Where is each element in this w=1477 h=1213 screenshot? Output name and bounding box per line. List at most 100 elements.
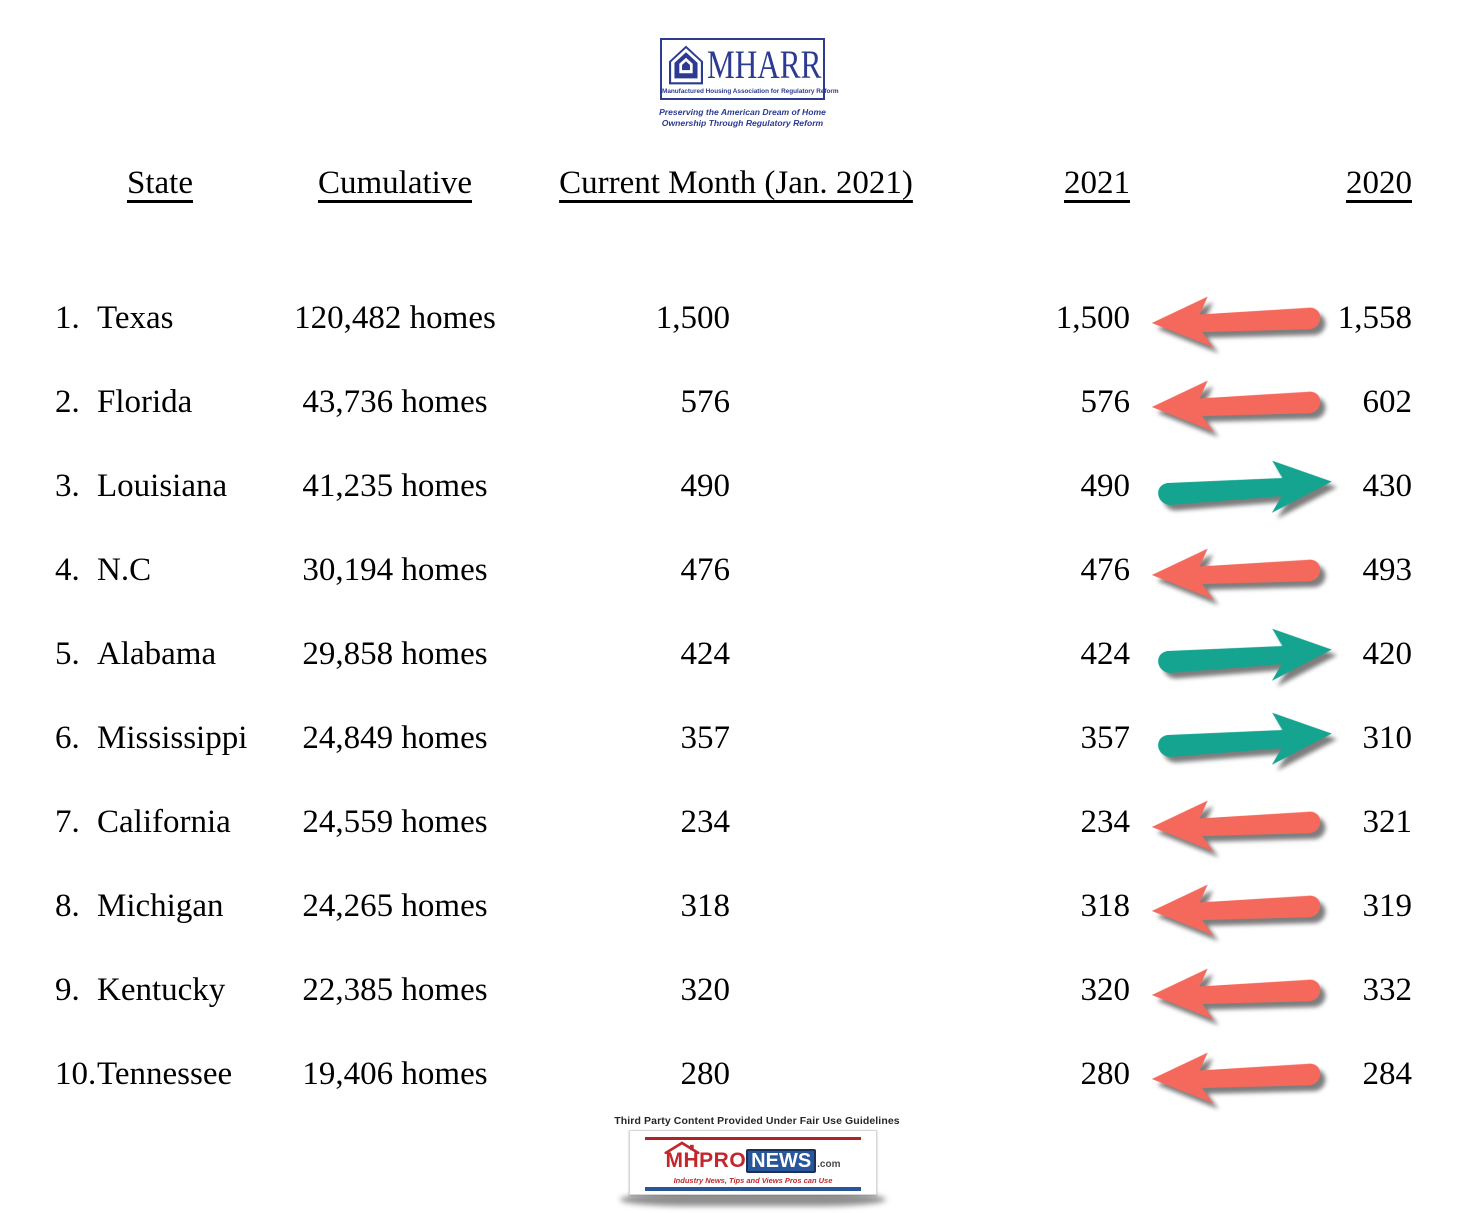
rank-label: 4. bbox=[55, 552, 80, 588]
value-2021-cell: 234 bbox=[1080, 804, 1131, 840]
table-row: 2. Florida 43,736 homes 576 576 602 bbox=[0, 380, 1477, 432]
trend-arrow-cell bbox=[1140, 962, 1345, 1024]
mharr-house-icon bbox=[669, 45, 703, 85]
value-2021-cell: 476 bbox=[1080, 552, 1131, 588]
table-row: 6. Mississippi 24,849 homes 357 357 310 bbox=[0, 712, 1477, 768]
increase-arrow-icon bbox=[1158, 460, 1332, 513]
mharr-acronym: MHARR bbox=[707, 42, 822, 87]
cumulative-cell: 19,406 homes bbox=[302, 1056, 488, 1092]
news-text: NEWS bbox=[746, 1149, 817, 1173]
value-2021-cell: 280 bbox=[1080, 1056, 1131, 1092]
cumulative-cell: 22,385 homes bbox=[302, 972, 488, 1008]
current-month-cell: 1,500 bbox=[655, 300, 730, 336]
table-row: 8. Michigan 24,265 homes 318 318 319 bbox=[0, 884, 1477, 936]
mhpronews-red-rule bbox=[645, 1137, 861, 1140]
decrease-arrow-icon bbox=[1151, 1052, 1321, 1104]
state-cell: 8. Michigan bbox=[55, 888, 295, 925]
header-cumulative: Cumulative bbox=[318, 165, 472, 201]
table-row: 3. Louisiana 41,235 homes 490 490 430 bbox=[0, 460, 1477, 516]
decrease-arrow-icon bbox=[1151, 548, 1321, 600]
value-2020-cell: 310 bbox=[1362, 720, 1413, 756]
state-name: Louisiana bbox=[97, 468, 228, 504]
rank-label: 10. bbox=[55, 1056, 97, 1092]
mhpronews-wordmark: MHPRO NEWS .com bbox=[630, 1141, 876, 1173]
trend-arrow-cell bbox=[1140, 794, 1345, 856]
state-name: Michigan bbox=[97, 888, 224, 924]
state-cell: 3. Louisiana bbox=[55, 468, 295, 505]
header-state: State bbox=[127, 165, 193, 201]
state-name: Florida bbox=[97, 384, 193, 420]
rank-label: 8. bbox=[55, 888, 80, 924]
state-cell: 1. Texas bbox=[55, 300, 295, 337]
decrease-arrow-icon bbox=[1151, 380, 1321, 432]
table-header: State Cumulative Current Month (Jan. 202… bbox=[0, 165, 1477, 211]
state-name: Tennessee bbox=[97, 1056, 233, 1092]
current-month-cell: 320 bbox=[680, 972, 731, 1008]
decrease-arrow-icon bbox=[1151, 968, 1321, 1020]
mharr-slogan: Preserving the American Dream of Home Ow… bbox=[650, 107, 835, 129]
state-name: N.C bbox=[97, 552, 152, 588]
value-2021-cell: 576 bbox=[1080, 384, 1131, 420]
mharr-logo: MHARR Manufactured Housing Association f… bbox=[650, 38, 839, 129]
trend-arrow-cell bbox=[1140, 626, 1345, 688]
rank-label: 5. bbox=[55, 636, 80, 672]
value-2021-cell: 318 bbox=[1080, 888, 1131, 924]
current-month-cell: 424 bbox=[680, 636, 731, 672]
header-2021: 2021 bbox=[1064, 165, 1130, 201]
value-2020-cell: 420 bbox=[1362, 636, 1413, 672]
table-row: 4. N.C 30,194 homes 476 476 493 bbox=[0, 548, 1477, 600]
mhpronews-tagline: Industry News, Tips and Views Pros can U… bbox=[673, 1176, 833, 1185]
rank-label: 3. bbox=[55, 468, 80, 504]
rank-label: 2. bbox=[55, 384, 80, 420]
cumulative-cell: 29,858 homes bbox=[302, 636, 488, 672]
trend-arrow-cell bbox=[1140, 290, 1345, 352]
trend-arrow-cell bbox=[1140, 542, 1345, 604]
increase-arrow-icon bbox=[1158, 712, 1332, 765]
value-2020-cell: 1,558 bbox=[1337, 300, 1412, 336]
value-2021-cell: 320 bbox=[1080, 972, 1131, 1008]
state-name: Mississippi bbox=[97, 720, 248, 756]
mhpronews-blue-rule bbox=[645, 1187, 861, 1191]
cumulative-cell: 24,265 homes bbox=[302, 888, 488, 924]
value-2021-cell: 424 bbox=[1080, 636, 1131, 672]
state-name: Texas bbox=[97, 300, 174, 336]
current-month-cell: 280 bbox=[680, 1056, 731, 1092]
rank-label: 6. bbox=[55, 720, 80, 756]
state-name: California bbox=[97, 804, 231, 840]
dotcom-text: .com bbox=[817, 1159, 841, 1170]
table-row: 9. Kentucky 22,385 homes 320 320 332 bbox=[0, 968, 1477, 1020]
value-2020-cell: 430 bbox=[1362, 468, 1413, 504]
value-2020-cell: 321 bbox=[1362, 804, 1413, 840]
value-2020-cell: 319 bbox=[1362, 888, 1413, 924]
value-2021-cell: 357 bbox=[1080, 720, 1131, 756]
state-cell: 5. Alabama bbox=[55, 636, 295, 673]
current-month-cell: 576 bbox=[680, 384, 731, 420]
mhpro-text: MHPRO bbox=[665, 1149, 747, 1172]
state-cell: 10.Tennessee bbox=[55, 1056, 295, 1093]
current-month-cell: 234 bbox=[680, 804, 731, 840]
table-row: 10.Tennessee 19,406 homes 280 280 284 bbox=[0, 1052, 1477, 1104]
state-cell: 9. Kentucky bbox=[55, 972, 295, 1009]
current-month-cell: 476 bbox=[680, 552, 731, 588]
trend-arrow-cell bbox=[1140, 1046, 1345, 1108]
trend-arrow-cell bbox=[1140, 458, 1345, 520]
value-2021-cell: 1,500 bbox=[1055, 300, 1130, 336]
header-2020: 2020 bbox=[1346, 165, 1412, 201]
cumulative-cell: 30,194 homes bbox=[302, 552, 488, 588]
cumulative-cell: 24,559 homes bbox=[302, 804, 488, 840]
decrease-arrow-icon bbox=[1151, 800, 1321, 852]
fair-use-notice: Third Party Content Provided Under Fair … bbox=[614, 1115, 900, 1127]
mharr-logo-box: MHARR Manufactured Housing Association f… bbox=[660, 38, 839, 100]
mhpronews-logo: MHPRO NEWS .com Industry News, Tips and Vi… bbox=[629, 1130, 877, 1195]
mhpronews-roof-icon bbox=[664, 1141, 700, 1154]
increase-arrow-icon bbox=[1158, 628, 1332, 681]
decrease-arrow-icon bbox=[1151, 884, 1321, 936]
state-cell: 6. Mississippi bbox=[55, 720, 295, 757]
state-name: Kentucky bbox=[97, 972, 226, 1008]
value-2020-cell: 284 bbox=[1362, 1056, 1413, 1092]
mharr-full-name: Manufactured Housing Association for Reg… bbox=[662, 88, 839, 95]
mharr-slogan-line2: Ownership Through Regulatory Reform bbox=[661, 118, 824, 128]
header-current-month: Current Month (Jan. 2021) bbox=[559, 165, 913, 201]
value-2020-cell: 602 bbox=[1362, 384, 1413, 420]
